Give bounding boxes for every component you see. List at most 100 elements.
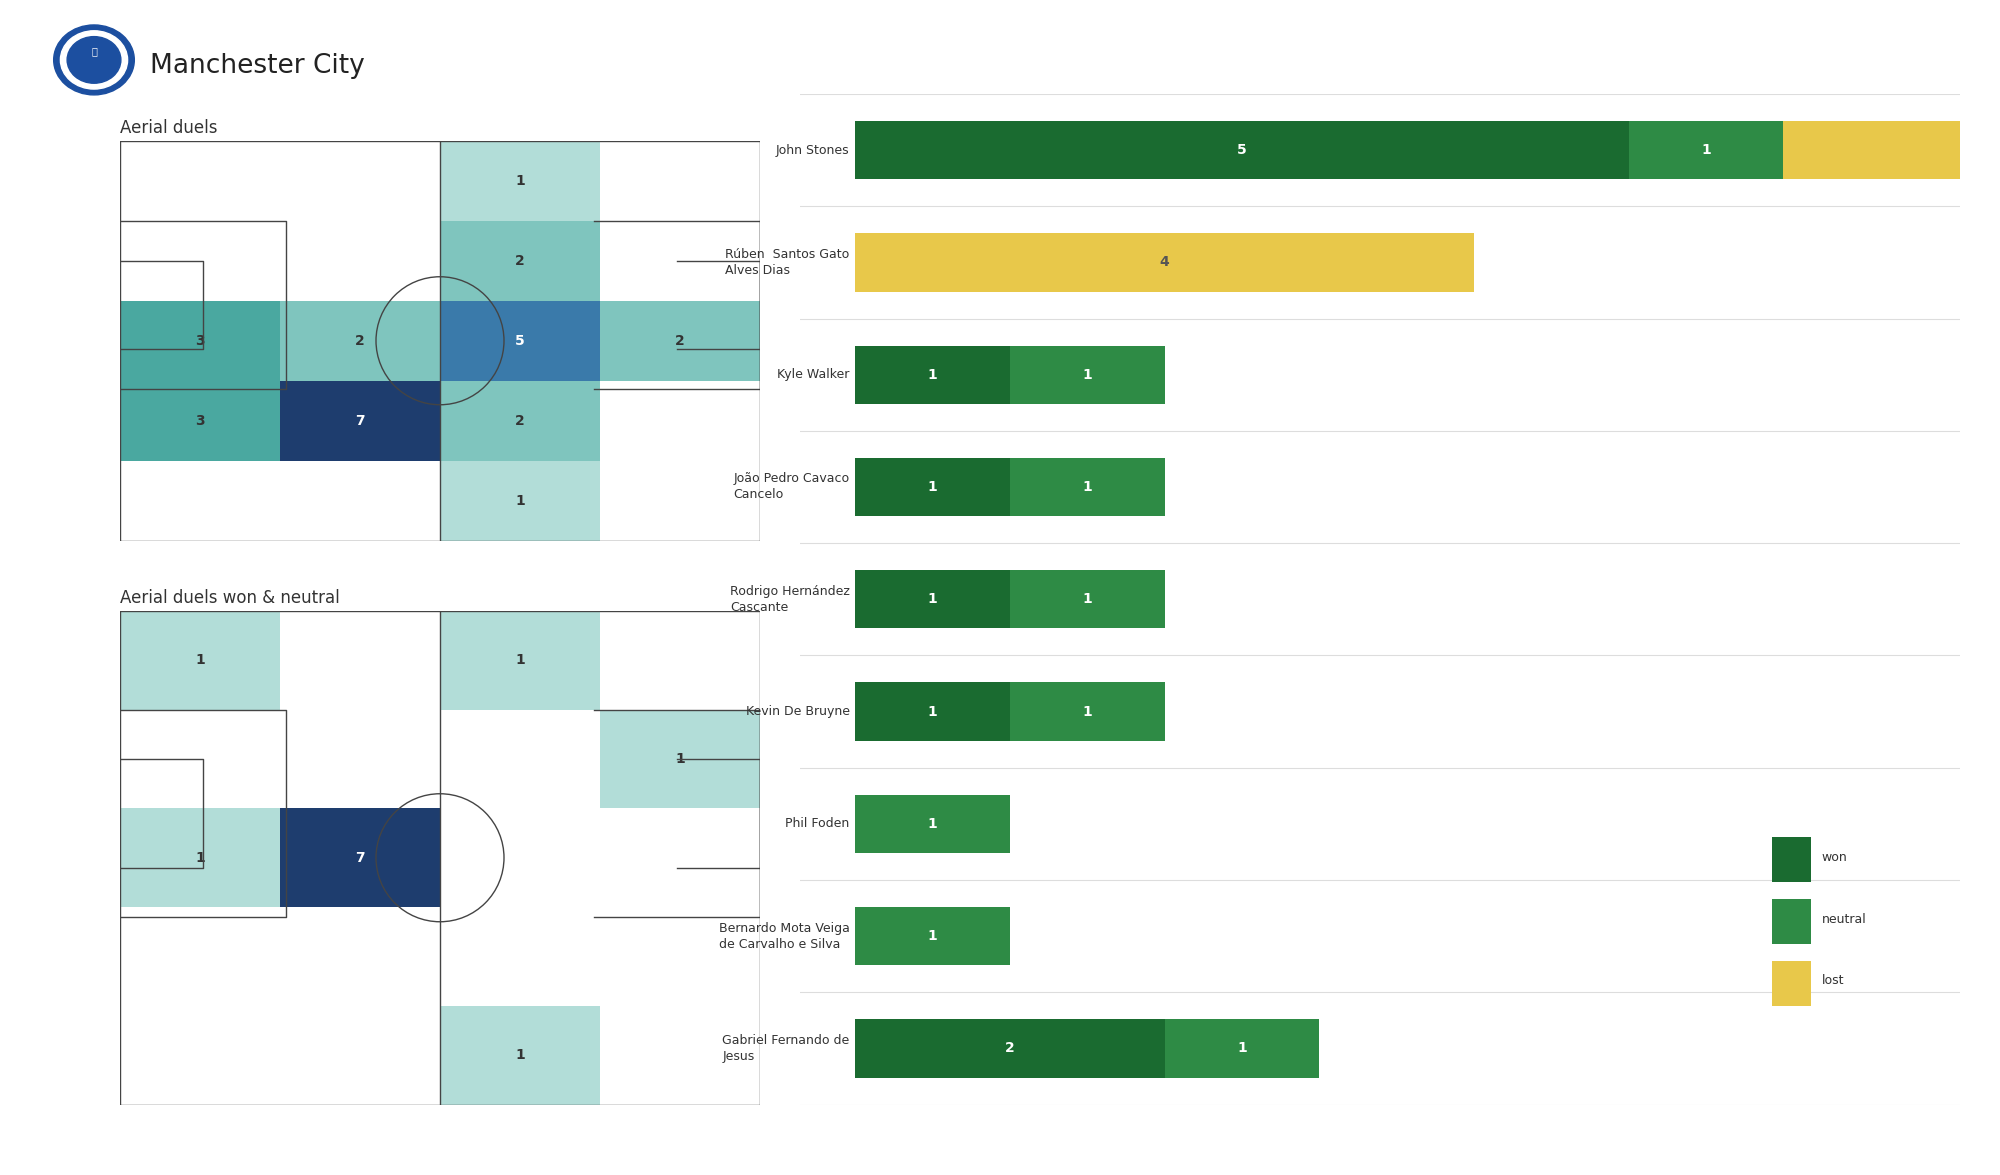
Text: 3: 3 [196,414,204,428]
Text: 1: 1 [1082,368,1092,382]
Text: 1: 1 [516,494,524,508]
Bar [856,907,1010,966]
Text: Kyle Walker: Kyle Walker [778,368,850,381]
Text: 1: 1 [516,653,524,667]
Bar [1010,458,1164,516]
Bar [120,141,280,221]
Bar [1772,899,1810,944]
Text: 3: 3 [196,334,204,348]
Bar [600,301,760,381]
Bar [440,808,600,907]
Circle shape [60,31,128,89]
Text: Aerial duels: Aerial duels [120,119,218,136]
Text: 5: 5 [516,334,524,348]
Text: 1: 1 [1082,479,1092,494]
Bar [120,221,280,301]
Text: 1: 1 [928,479,938,494]
Text: 1: 1 [516,1048,524,1062]
Bar [856,794,1010,853]
Bar [856,233,1474,291]
Text: 1: 1 [1238,1041,1246,1055]
Bar [600,221,760,301]
Text: Kevin De Bruyne: Kevin De Bruyne [746,705,850,718]
Text: Manchester City: Manchester City [150,53,364,79]
Text: Bernardo Mota Veiga
de Carvalho e Silva: Bernardo Mota Veiga de Carvalho e Silva [718,921,850,951]
Text: Phil Foden: Phil Foden [786,818,850,831]
Bar [1772,838,1810,882]
Text: 1: 1 [1702,143,1710,157]
Bar [1772,961,1810,1006]
Bar [120,710,280,808]
Bar [120,907,280,1006]
Bar [856,570,1010,629]
Text: Rúben  Santos Gato
Alves Dias: Rúben Santos Gato Alves Dias [726,248,850,277]
Text: Rodrigo Hernández
Cascante: Rodrigo Hernández Cascante [730,585,850,613]
Bar [280,1006,440,1104]
Text: 1: 1 [928,592,938,606]
Bar [600,808,760,907]
Bar [600,381,760,461]
Bar [600,611,760,710]
Text: 1: 1 [928,817,938,831]
Bar [440,710,600,808]
Text: 1: 1 [1082,705,1092,719]
Bar [440,141,600,221]
Text: Aerial duels won & neutral: Aerial duels won & neutral [120,589,340,606]
Bar [440,1006,600,1104]
Bar [1628,121,1784,180]
Bar [280,381,440,461]
Bar [1010,570,1164,629]
Bar [280,710,440,808]
Bar [856,458,1010,516]
Text: 2: 2 [676,334,684,348]
Bar [1784,121,2000,180]
Text: 1: 1 [928,368,938,382]
Bar [856,683,1010,740]
Bar [1010,345,1164,404]
Text: 1: 1 [196,851,204,865]
Text: 2: 2 [1006,1041,1014,1055]
Bar [600,710,760,808]
Text: 1: 1 [516,174,524,188]
Bar [120,461,280,540]
Text: 2: 2 [356,334,364,348]
Text: John Stones: John Stones [776,143,850,156]
Text: 1: 1 [928,929,938,944]
Bar [280,301,440,381]
Bar [600,907,760,1006]
Text: 2: 2 [516,254,524,268]
Text: 1: 1 [676,752,684,766]
Bar [440,461,600,540]
Text: 1: 1 [928,705,938,719]
Text: 7: 7 [356,414,364,428]
Bar [280,461,440,540]
Bar [120,1006,280,1104]
Bar [120,808,280,907]
Text: lost: lost [1822,974,1844,987]
Bar [600,461,760,540]
Text: 1: 1 [1082,592,1092,606]
Bar [600,1006,760,1104]
Text: ⚽: ⚽ [92,46,96,56]
Bar [440,221,600,301]
Bar [280,611,440,710]
Text: 1: 1 [196,653,204,667]
Bar [1164,1019,1320,1077]
Bar [280,808,440,907]
Text: neutral: neutral [1822,913,1866,926]
Bar [280,221,440,301]
Text: 2: 2 [516,414,524,428]
Bar [856,345,1010,404]
Bar [280,907,440,1006]
Text: 7: 7 [356,851,364,865]
Bar [120,381,280,461]
Bar [440,381,600,461]
Bar [440,611,600,710]
Circle shape [54,25,134,95]
Bar [120,301,280,381]
Bar [120,611,280,710]
Bar [600,141,760,221]
Bar [440,907,600,1006]
Text: Gabriel Fernando de
Jesus: Gabriel Fernando de Jesus [722,1034,850,1063]
Text: won: won [1822,851,1848,864]
